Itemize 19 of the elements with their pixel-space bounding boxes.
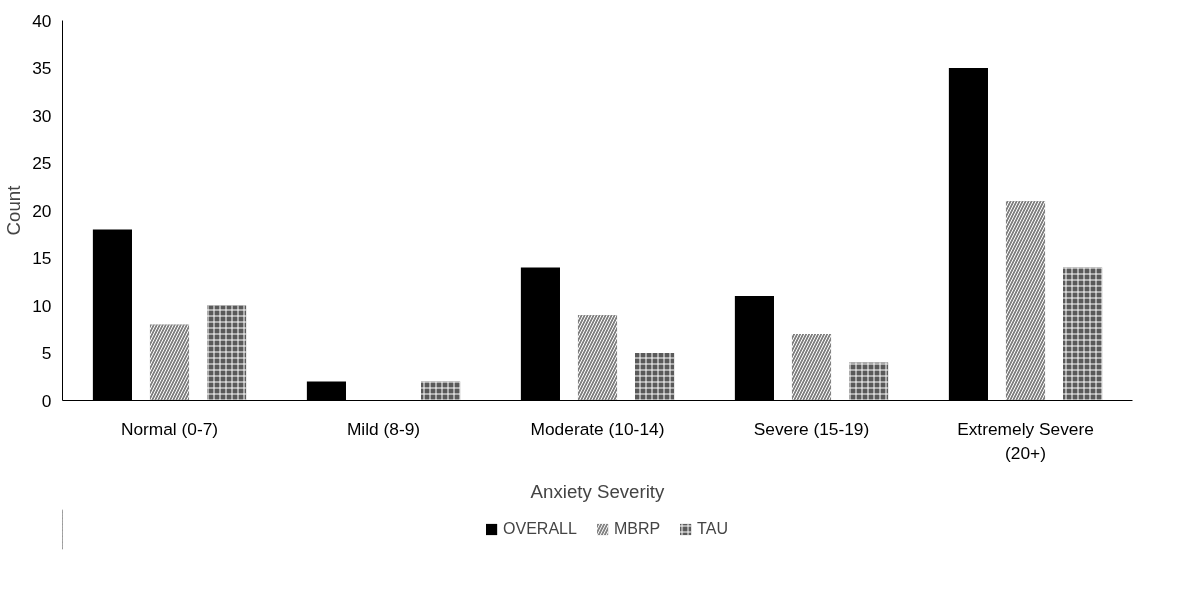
y-tick-label: 35	[32, 58, 52, 78]
legend-label: OVERALL	[503, 520, 577, 538]
y-tick-label: 40	[32, 10, 52, 31]
x-tick-label: Severe (15-19)	[753, 418, 870, 439]
x-axis-title: Anxiety Severity	[530, 480, 666, 502]
y-tick-label: 25	[32, 153, 52, 173]
x-tick-label: Moderate (10-14)	[530, 418, 665, 439]
x-tick-label: Normal (0-7)	[120, 418, 219, 439]
x-tick-label: Extremely Severe (20+)	[957, 418, 1094, 463]
y-axis-title: Count	[3, 184, 25, 236]
y-tick-label: 10	[32, 295, 52, 316]
legend-label: MBRP	[613, 520, 661, 538]
x-tick-label: Mild (8-9)	[346, 418, 421, 439]
y-tick-label: 30	[32, 105, 52, 126]
y-tick-label: 0	[41, 390, 52, 411]
y-tick-label: 15	[32, 248, 52, 268]
y-tick-label: 5	[41, 343, 52, 363]
y-tick-label: 20	[32, 200, 52, 221]
legend-label: TAU	[697, 520, 728, 538]
